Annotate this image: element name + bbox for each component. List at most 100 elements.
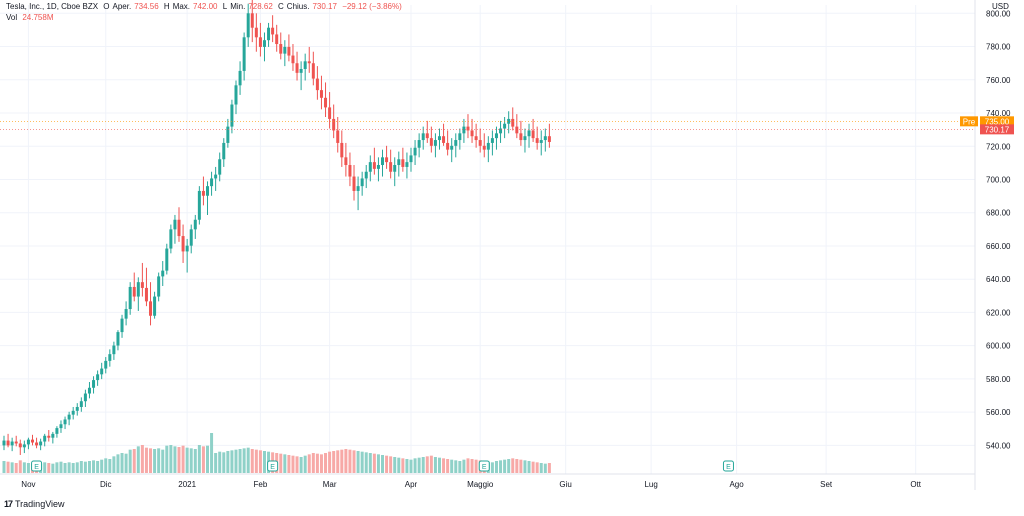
volume-bar — [258, 450, 262, 473]
candle-body — [409, 155, 413, 163]
volume-bar — [511, 458, 515, 473]
volume-bar — [437, 457, 441, 473]
volume-bar — [206, 445, 209, 473]
candle-body — [348, 165, 352, 177]
volume-bar — [67, 462, 71, 473]
x-tick-label: Ott — [910, 480, 921, 489]
candle-body — [250, 13, 254, 28]
candle-body — [104, 360, 108, 369]
y-tick-label: 720.00 — [986, 142, 1011, 151]
volume-bar — [429, 455, 433, 473]
earnings-marker-label: E — [482, 464, 487, 471]
volume-bar — [417, 457, 421, 473]
candle-body — [116, 332, 120, 346]
y-tick-label: 620.00 — [986, 308, 1011, 317]
candle-body — [328, 107, 332, 119]
volume-bar — [149, 448, 153, 473]
earnings-marker-icon — [31, 460, 43, 472]
high-label: H — [163, 2, 170, 11]
volume-bar — [132, 449, 136, 473]
pre-tag-label: Pre — [963, 117, 976, 126]
candle-body — [425, 133, 429, 139]
volume-bar — [185, 447, 189, 473]
x-tick-label: Ago — [729, 480, 744, 489]
candle-body — [275, 34, 279, 45]
candle-body — [287, 46, 291, 56]
earnings-marker-label: E — [34, 464, 39, 471]
candle-body — [254, 27, 258, 38]
candle-body — [401, 159, 405, 167]
tradingview-brand[interactable]: 17 TradingView — [4, 499, 65, 509]
candle-body — [83, 393, 87, 402]
candle-body — [157, 276, 161, 297]
x-tick-label: Set — [820, 480, 833, 489]
candle-body — [132, 286, 136, 297]
candle-body — [340, 142, 344, 158]
earnings-marker-icon — [267, 460, 279, 472]
candle-body — [279, 44, 283, 54]
volume-bar — [307, 454, 311, 473]
candle-body — [519, 133, 523, 141]
volume-bar — [238, 449, 242, 473]
candle-body — [144, 287, 148, 302]
volume-bar — [348, 449, 352, 473]
candle-body — [6, 440, 10, 446]
candle-body — [393, 165, 397, 172]
volume-bar — [523, 460, 527, 473]
candle-body — [450, 145, 454, 150]
candle-body — [372, 162, 376, 169]
volume-bar — [381, 455, 385, 473]
volume-bar — [299, 457, 303, 473]
volume-bar — [144, 447, 148, 473]
x-tick-label: Mar — [323, 480, 337, 489]
candle-body — [303, 61, 307, 69]
candle-body — [10, 441, 14, 446]
candle-body — [222, 142, 226, 160]
candle-body — [26, 439, 30, 445]
candle-body — [201, 190, 205, 196]
candle-body — [35, 442, 39, 446]
candle-body — [79, 401, 83, 407]
low-value: 728.62 — [248, 2, 273, 11]
candle-body — [161, 270, 165, 277]
volume-bar — [425, 456, 429, 473]
candle-body — [454, 140, 458, 146]
volume-bar — [291, 455, 295, 473]
pre-price-tag: 735.00 — [985, 117, 1010, 126]
volume-bar — [161, 449, 165, 473]
x-tick-label: Giu — [559, 480, 571, 489]
open-value: 734.56 — [134, 2, 159, 11]
volume-bar — [201, 446, 205, 473]
volume-bar — [79, 461, 83, 473]
volume-bar — [336, 450, 340, 473]
candle-body — [238, 70, 242, 86]
candle-body — [197, 190, 201, 220]
volume-bar — [535, 462, 539, 473]
volume-bar — [393, 457, 397, 473]
candle-body — [128, 286, 132, 310]
candle-body — [527, 130, 531, 137]
volume-bar — [96, 461, 100, 473]
candle-body — [437, 136, 441, 141]
volume-bar — [112, 456, 116, 473]
volume-bar — [397, 457, 401, 473]
volume-bar — [450, 459, 454, 473]
volume-bar — [499, 460, 503, 473]
candle-body — [55, 428, 59, 434]
candle-body — [417, 140, 421, 148]
close-label: C — [278, 2, 284, 11]
volume-bar — [43, 462, 47, 473]
volume-bar — [494, 461, 498, 473]
volume-bar — [340, 449, 344, 473]
candle-body — [39, 441, 43, 446]
y-tick-label: 780.00 — [986, 43, 1011, 52]
candle-body — [124, 309, 128, 319]
y-tick-label: 700.00 — [986, 175, 1011, 184]
volume-bar — [539, 463, 543, 473]
volume-bar — [328, 451, 332, 473]
pre-price-tag-bg — [980, 116, 1014, 127]
volume-bar — [157, 448, 161, 473]
volume-bar — [2, 461, 6, 473]
